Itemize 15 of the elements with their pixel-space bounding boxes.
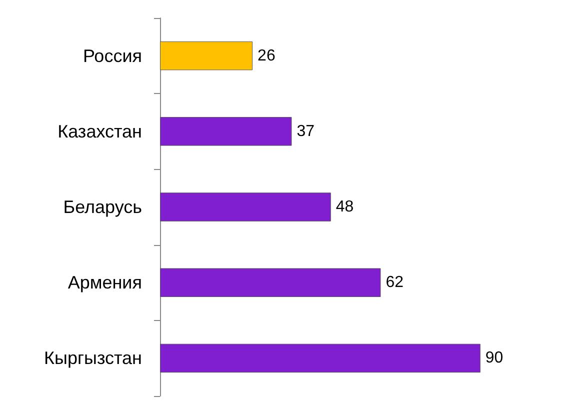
data-label: 48 [336,198,354,216]
y-tick-label: Кыргызстан [44,348,142,368]
y-tick-label: Армения [68,272,142,293]
bar [160,117,292,146]
bar [160,41,253,70]
data-label: 26 [258,47,276,64]
data-label: 37 [296,122,315,140]
y-tick-label: Россия [82,46,142,66]
bar [160,268,381,297]
data-label: 62 [386,274,404,292]
bar [160,192,331,222]
data-label: 90 [485,350,504,367]
y-tick-label: Беларусь [63,197,142,217]
bar [160,344,480,373]
y-tick-label: Казахстан [58,121,142,142]
